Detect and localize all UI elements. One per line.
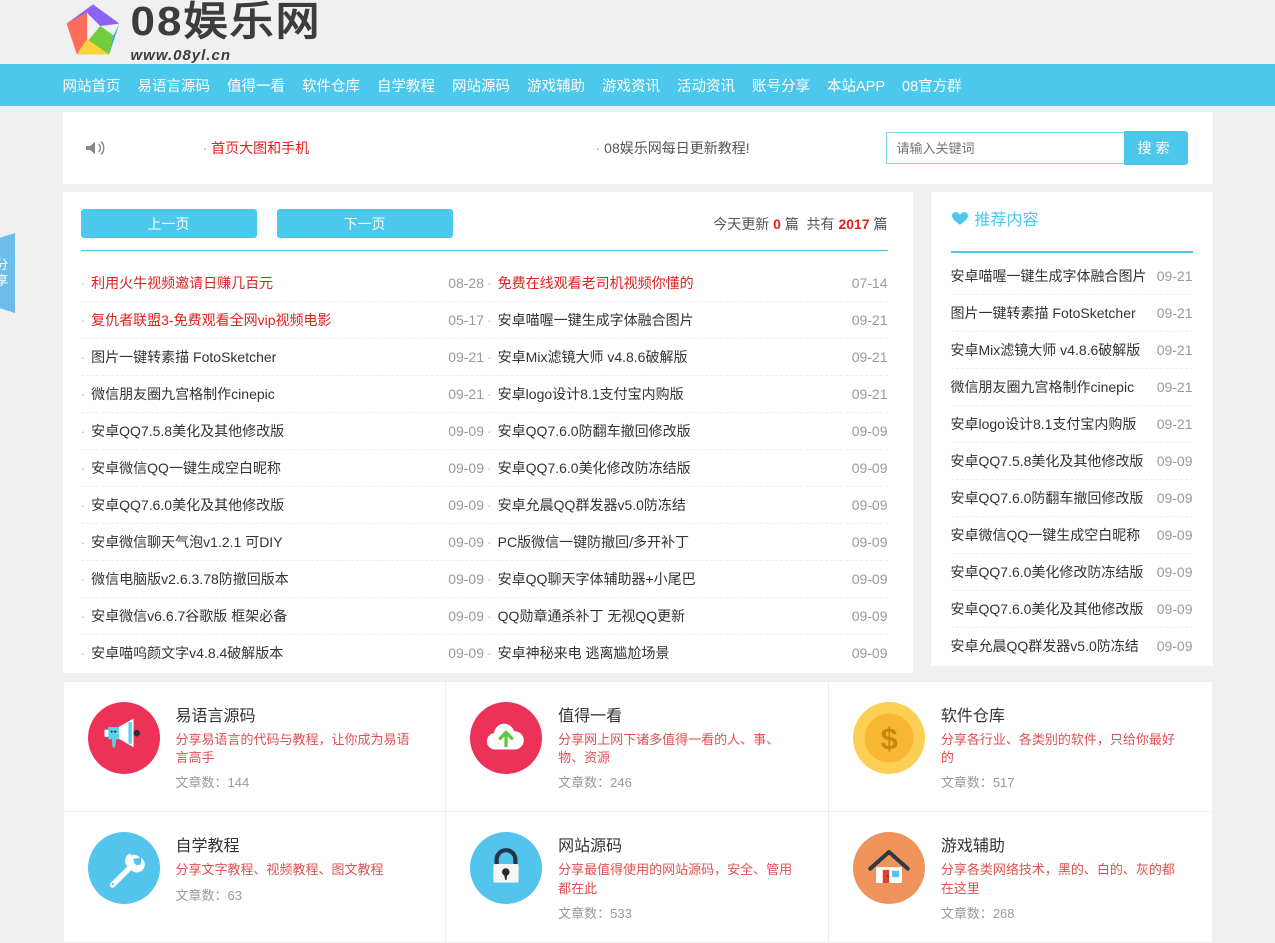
svg-text:$: $ xyxy=(881,723,898,756)
